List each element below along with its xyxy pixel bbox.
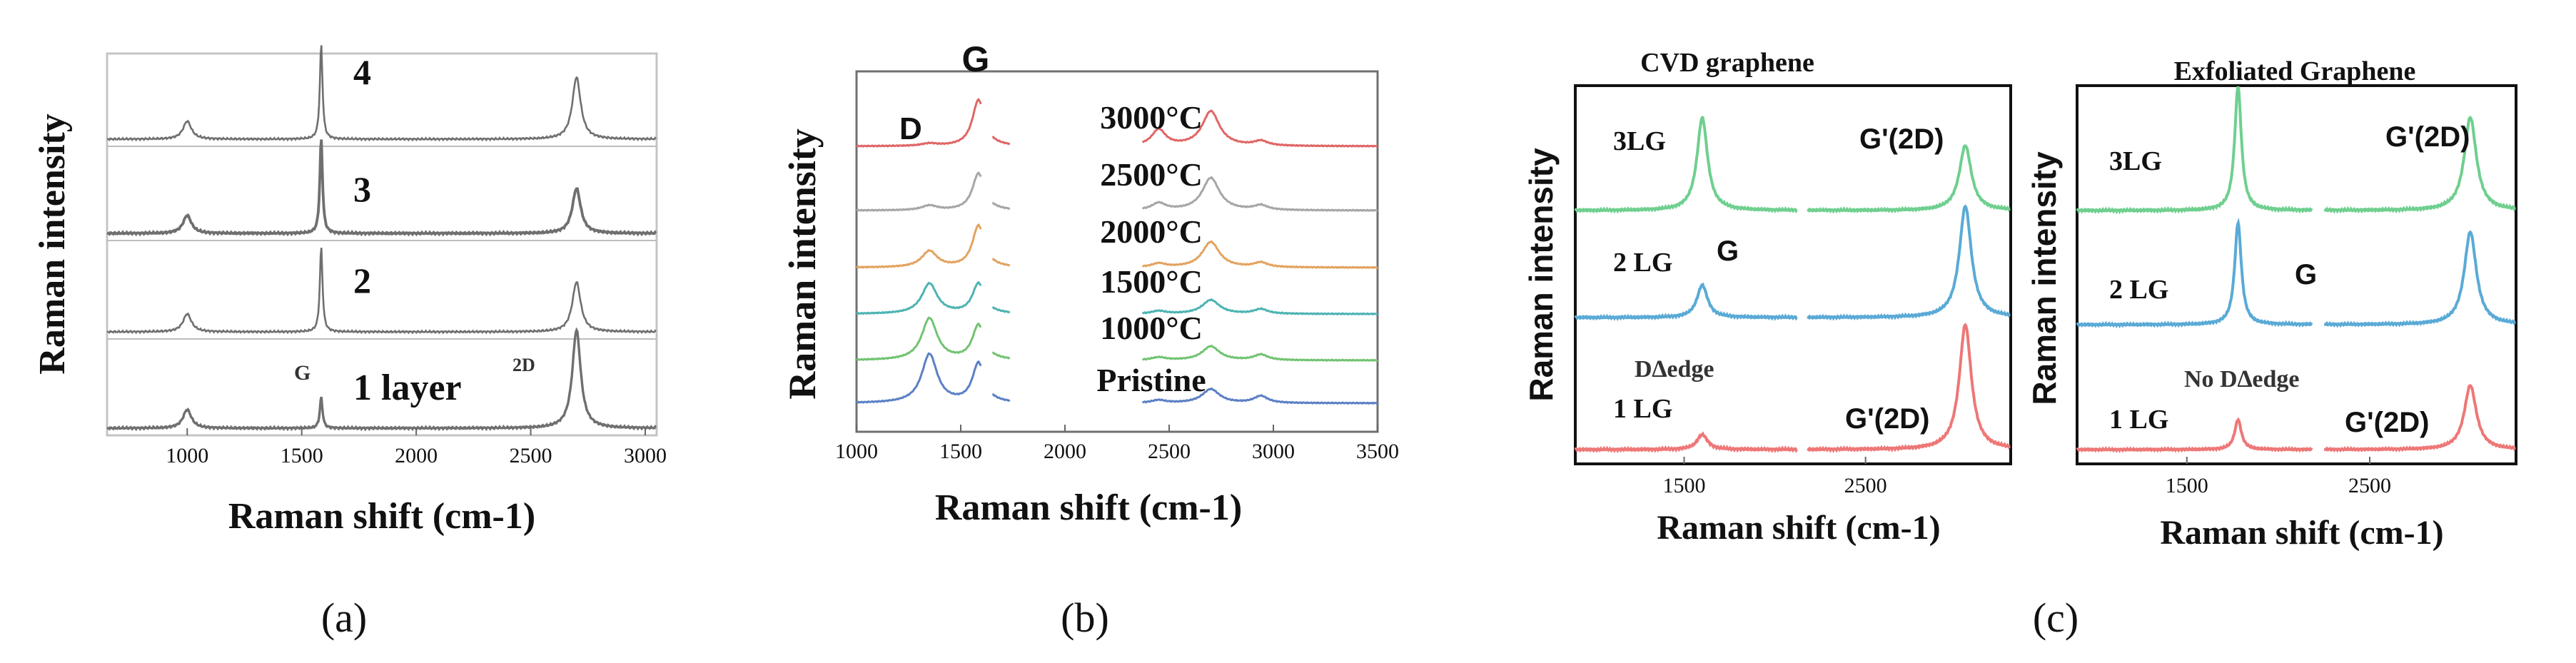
series-line-c1-1 [1574, 116, 2011, 214]
series-line-b-6 [856, 352, 1378, 405]
x-tick-label: 2500 [510, 444, 552, 467]
panel-b: 3000°C 2500°C 2000°C 1500°C 1000°C Pristine 1… [781, 39, 1399, 641]
series-line-a-3 [106, 248, 657, 335]
series-line-b-5 [856, 316, 1378, 363]
series-line-c2-2 [2076, 217, 2516, 329]
series-label-b-6: Pristine [1096, 362, 1206, 398]
panel-a-series-group [106, 45, 657, 432]
x-tick-label: 1500 [281, 444, 323, 467]
x-tick-label: 2000 [1044, 440, 1086, 463]
x-tick-label: 3500 [1356, 440, 1399, 463]
panel-b-plot-area [855, 70, 1379, 433]
series-label-c1-1: 3LG [1613, 126, 1666, 156]
panel-b-annotation-g: G [962, 39, 990, 79]
x-tick-label: 1500 [1663, 474, 1706, 497]
panel-c1-x-ticks: 1500 2500 [1663, 457, 1887, 497]
panel-c2-x-label: Raman shift (cm-1) [2160, 514, 2443, 552]
panel-c2-series-group [2076, 86, 2516, 453]
series-label-c2-2: 2 LG [2109, 275, 2168, 305]
panel-b-series-labels: 3000°C 2500°C 2000°C 1500°C 1000°C Pristine [1096, 99, 1206, 398]
caption-a: (a) [321, 594, 367, 641]
panel-c2: 3LG 2 LG 1 LG 1500 2500 Exfoliated Graphene… [2026, 56, 2517, 552]
series-line-a-4 [106, 327, 657, 432]
panel-a-annotation-2d: 2D [512, 355, 535, 375]
series-line-a-1 [106, 45, 657, 142]
panel-a-stack-label-1: 1 layer [353, 368, 462, 408]
x-tick-label: 1000 [835, 440, 878, 463]
panel-c2-annotation-g: G [2295, 259, 2317, 290]
x-tick-label: 1000 [166, 444, 208, 467]
panel-b-x-label: Raman shift (cm-1) [935, 487, 1242, 528]
panel-c: 3LG 2 LG 1 LG 1500 2500 CVD graphene G D∆ed… [1522, 48, 2517, 641]
panel-c1: 3LG 2 LG 1 LG 1500 2500 CVD graphene G D∆ed… [1522, 48, 2012, 547]
x-tick-label: 1500 [2166, 474, 2208, 497]
panel-c1-x-label: Raman shift (cm-1) [1657, 509, 1940, 547]
panel-c1-plot-area [1574, 84, 2012, 465]
series-label-c1-3: 1 LG [1613, 394, 1672, 424]
caption-c: (c) [2033, 594, 2079, 641]
series-label-c1-2: 2 LG [1613, 248, 1672, 278]
panel-b-y-label: Raman intensity [781, 128, 824, 400]
panel-c1-series-labels: 3LG 2 LG 1 LG [1613, 126, 1672, 424]
panel-c2-annotation-g2d-bottom: G'(2D) [2345, 407, 2429, 438]
panel-c2-y-label: Raman intensity [2026, 151, 2063, 405]
series-line-b-4 [856, 280, 1378, 316]
series-label-b-3: 2000°C [1100, 213, 1203, 250]
x-tick-label: 2000 [395, 444, 438, 467]
x-tick-label: 2500 [2348, 474, 2391, 497]
panel-c2-title: Exfoliated Graphene [2174, 56, 2416, 86]
series-line-c1-2 [1574, 204, 2011, 322]
panel-c2-plot-area [2076, 84, 2517, 465]
x-tick-label: 2500 [1148, 440, 1191, 463]
panel-b-series-group [856, 98, 1378, 405]
panel-a-y-label: Raman intensity [32, 113, 73, 374]
x-tick-label: 1500 [939, 440, 982, 463]
panel-a: 1000 1500 2000 2500 3000 4 3 2 1 layer G 2D … [32, 45, 667, 641]
series-label-b-1: 3000°C [1100, 99, 1203, 136]
series-line-a-2 [106, 139, 657, 237]
panel-a-annotation-g: G [294, 361, 310, 385]
series-label-c2-1: 3LG [2109, 146, 2162, 176]
caption-b: (b) [1061, 594, 1109, 641]
panel-c2-annotation-no-dedge: No D∆edge [2184, 366, 2300, 393]
panel-a-stack-label-4: 4 [353, 52, 371, 92]
series-label-c2-3: 1 LG [2109, 405, 2168, 435]
series-line-c1-3 [1574, 323, 2011, 454]
panel-c2-annotation-g2d-top: G'(2D) [2385, 121, 2470, 153]
panel-a-stack-label-2: 2 [353, 260, 371, 300]
panel-c1-annotation-g2d-top: G'(2D) [1859, 123, 1944, 155]
series-line-c2-1 [2076, 86, 2516, 215]
panel-c1-y-label: Raman intensity [1522, 148, 1560, 402]
series-label-b-5: 1000°C [1100, 310, 1203, 346]
panel-c2-series-labels: 3LG 2 LG 1 LG [2109, 146, 2168, 435]
panel-b-annotation-d: D [899, 111, 922, 146]
panel-c1-annotation-dedge: D∆edge [1635, 356, 1714, 383]
panel-a-stack-label-3: 3 [353, 169, 371, 209]
panel-c1-annotation-g2d-bottom: G'(2D) [1845, 403, 1929, 435]
series-line-c2-3 [2076, 383, 2516, 453]
series-line-b-1 [856, 98, 1378, 148]
series-line-b-2 [856, 171, 1378, 213]
panel-b-x-ticks: 1000 1500 2000 2500 3000 3500 [835, 425, 1399, 463]
x-tick-label: 2500 [1844, 474, 1887, 497]
panel-c1-series-group [1574, 116, 2011, 454]
series-line-b-3 [856, 223, 1378, 270]
series-label-b-2: 2500°C [1100, 156, 1203, 193]
panel-a-plot-area [106, 52, 658, 437]
panel-c1-annotation-g: G [1717, 236, 1739, 267]
panel-a-x-ticks: 1000 1500 2000 2500 3000 [166, 428, 667, 467]
series-label-b-4: 1500°C [1100, 263, 1203, 300]
panel-a-stack-dividers [107, 146, 657, 340]
panel-c1-title: CVD graphene [1640, 48, 1814, 78]
panel-c2-x-ticks: 1500 2500 [2166, 457, 2391, 497]
x-tick-label: 3000 [624, 444, 667, 467]
x-tick-label: 3000 [1252, 440, 1295, 463]
panel-a-x-label: Raman shift (cm-1) [228, 496, 535, 537]
